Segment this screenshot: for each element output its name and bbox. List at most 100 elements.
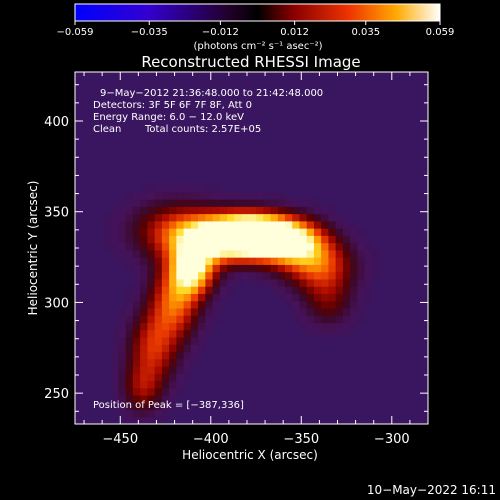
heatmap-cell [183,271,192,280]
heatmap-cell [111,235,120,244]
heatmap-cell [263,220,272,229]
heatmap-cell [248,191,257,200]
heatmap-cell [205,278,214,287]
heatmap-cell [169,380,177,389]
heatmap-cell [284,235,293,244]
heatmap-cell [306,199,315,207]
heatmap-cell [147,315,156,323]
heatmap-cell [248,271,257,280]
heatmap-cell [284,293,293,302]
heatmap-cell [176,293,185,302]
heatmap-cell [205,249,214,258]
heatmap-cell [190,336,199,345]
heatmap-cell [183,365,192,374]
heatmap-cell [306,322,315,331]
heatmap-cell [183,307,192,316]
heatmap-cell [342,278,351,287]
heatmap-cell [328,271,337,280]
heatmap-cell [176,206,185,215]
heatmap-cell [190,307,199,316]
heatmap-cell [111,351,120,360]
heatmap-cell [328,293,337,302]
heatmap-cell [169,329,177,338]
heatmap-cell [256,278,264,287]
heatmap-cell [132,220,141,229]
heatmap-cell [183,235,192,244]
heatmap-cell [270,228,279,236]
heatmap-cell [198,329,206,338]
heatmap-cell [350,228,358,236]
heatmap-cell [118,344,127,353]
heatmap-cell [125,358,134,367]
heatmap-cell [125,402,134,411]
heatmap-cell [118,336,127,345]
heatmap-cell [140,373,149,382]
heatmap-cell [103,220,112,229]
heatmap-cell [132,380,141,389]
heatmap-cell [234,278,243,287]
heatmap-cell [111,365,120,374]
heatmap-cell [132,271,141,280]
heatmap-cell [364,293,373,302]
heatmap-cell [154,191,163,200]
heatmap-cell [350,257,358,265]
heatmap-cell [292,293,301,302]
heatmap-cell [198,242,206,251]
heatmap-cell [342,242,351,251]
heatmap-cell [227,249,235,258]
heatmap-cell [219,286,228,294]
heatmap-cell [313,235,322,244]
heatmap-cell [190,315,199,323]
heatmap-cell [219,242,228,251]
heatmap-cell [154,271,163,280]
heatmap-cell [205,322,214,331]
heatmap-cell [299,307,308,316]
heatmap-cell [140,220,149,229]
heatmap-cell [342,307,351,316]
colorbar-frame [74,3,441,22]
heatmap-cell [176,199,185,207]
heatmap-cell [176,278,185,287]
heatmap-cell [183,257,192,265]
heatmap-cell [118,213,127,222]
heatmap-cell [313,322,322,331]
heatmap-cell [292,286,301,294]
heatmap-cell [234,235,243,244]
heatmap-cell [328,213,337,222]
heatmap-cell [140,278,149,287]
heatmap-cell [125,199,134,207]
heatmap-cell [299,220,308,229]
heatmap-cell [140,184,149,193]
heatmap-cell [263,271,272,280]
heatmap-cell [284,242,293,251]
heatmap-cell [350,293,358,302]
heatmap-cell [140,365,149,374]
heatmap-cell [147,271,156,280]
heatmap-cell [140,206,149,215]
heatmap-cell [183,249,192,258]
heatmap-cell [263,235,272,244]
heatmap-cell [299,257,308,265]
heatmap-cell [335,220,344,229]
heatmap-cell [219,220,228,229]
heatmap-cell [118,365,127,374]
heatmap-cell [169,315,177,323]
heatmap-cell [118,358,127,367]
heatmap-cell [125,329,134,338]
heatmap-cell [147,199,156,207]
heatmap-cell [169,322,177,331]
heatmap-cell [176,336,185,345]
heatmap-cell [140,264,149,273]
heatmap-cell [111,387,120,396]
heatmap-cell [256,228,264,236]
heatmap-cell [299,228,308,236]
heatmap-cell [212,315,221,323]
heatmap-cell [183,199,192,207]
heatmap-cell [205,329,214,338]
heatmap-cell [132,336,141,345]
heatmap-cell [154,206,163,215]
heatmap-cell [198,228,206,236]
heatmap-cell [241,220,250,229]
heatmap-cell [321,315,330,323]
heatmap-cell [342,300,351,309]
